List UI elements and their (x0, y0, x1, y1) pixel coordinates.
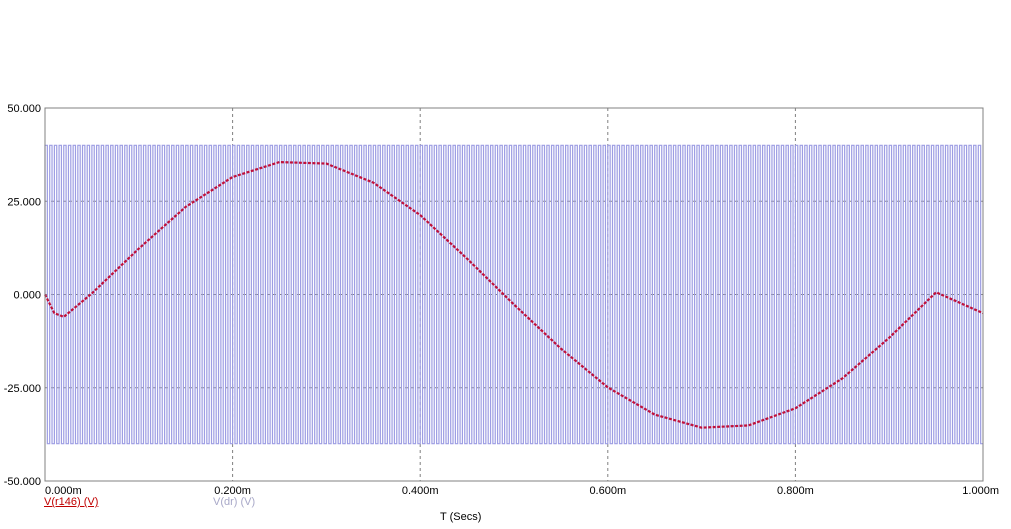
plot-frame (44, 107, 984, 482)
y-tick-label: -50.000 (4, 476, 41, 488)
y-tick-label: -25.000 (4, 383, 41, 395)
y-tick-label: 25.000 (7, 196, 41, 208)
y-tick-label: 0.000 (13, 290, 41, 302)
x-axis-label: T (Secs) (440, 511, 482, 523)
legend-entry-v-dr[interactable]: V(dr) (V) (213, 496, 256, 508)
x-tick-label: 0.400m (402, 485, 439, 497)
x-tick-label: 0.800m (777, 485, 814, 497)
tick-labels: 50.000 25.000 0.000 -25.000 -50.000 0.000m 0.2… (4, 103, 999, 497)
x-tick-label: 0.200m (214, 485, 251, 497)
x-tick-label: 0.000m (45, 485, 82, 497)
legend-entry-v-r146[interactable]: V(r146) (V) (44, 496, 99, 508)
series-layer (44, 144, 984, 445)
y-tick-label: 50.000 (7, 103, 41, 115)
plot-area-border (44, 107, 984, 482)
x-tick-label: 1.000m (962, 485, 999, 497)
series-v-r146-line (44, 160, 984, 429)
x-tick-label: 0.600m (589, 485, 626, 497)
series-v-dr-line (44, 144, 983, 445)
